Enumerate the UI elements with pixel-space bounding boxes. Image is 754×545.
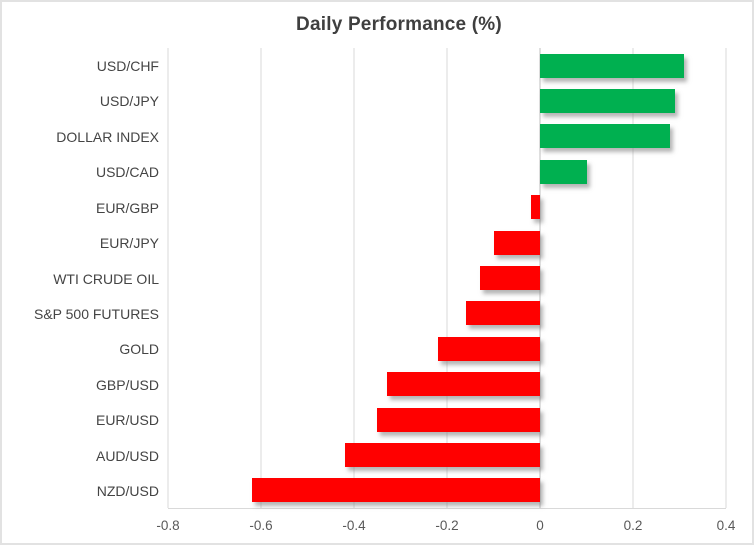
chart-main: USD/CHF USD/JPY DOLLAR INDEX USD/CAD EUR/GBP… — [2, 48, 752, 543]
category-label-nzd-usd: NZD/USD — [96, 483, 159, 500]
category-label-aud-usd: AUD/USD — [95, 447, 159, 464]
x-tick-label: -0.2 — [435, 518, 459, 533]
x-tick-label: 0.4 — [716, 518, 736, 533]
x-tick-label: -0.4 — [342, 518, 366, 533]
bar-usd-cad — [540, 159, 587, 184]
category-axis-labels: USD/CHF USD/JPY DOLLAR INDEX USD/CAD EUR/GBP… — [2, 48, 168, 543]
bar-row-usd-cad — [168, 154, 726, 189]
x-tick-label: 0.2 — [623, 518, 643, 533]
category-label-gold: GOLD — [119, 341, 159, 358]
gridline — [725, 48, 727, 508]
category-label-s-p-500-futures: S&P 500 FUTURES — [33, 306, 159, 323]
bar-row-wti-crude-oil — [168, 260, 726, 295]
plot-area — [167, 48, 727, 509]
x-tick-label: -0.6 — [249, 518, 273, 533]
bar-wti-crude-oil — [479, 266, 540, 291]
bar-row-usd-jpy — [168, 83, 726, 118]
gridline — [632, 48, 634, 508]
chart-title-row: Daily Performance (%) — [2, 2, 752, 48]
x-axis: -0.8 -0.6 -0.4 -0.2 0 0.2 0.4 — [156, 509, 735, 543]
bar-row-eur-usd — [168, 402, 726, 437]
zero-axis-line — [539, 48, 541, 508]
category-label-wti-crude-oil: WTI CRUDE OIL — [53, 270, 159, 287]
bar-row-usd-chf — [168, 48, 726, 83]
category-label-usd-jpy: USD/JPY — [99, 93, 159, 110]
bar-eur-jpy — [493, 230, 540, 255]
bar-row-s-p-500-futures — [168, 296, 726, 331]
gridline — [446, 48, 448, 508]
bar-row-aud-usd — [168, 437, 726, 472]
category-label-eur-gbp: EUR/GBP — [95, 199, 159, 216]
x-tick-label: 0 — [536, 518, 544, 533]
bar-usd-jpy — [540, 89, 675, 114]
category-label-dollar-index: DOLLAR INDEX — [56, 128, 159, 145]
bar-aud-usd — [344, 442, 540, 467]
category-label-usd-cad: USD/CAD — [95, 164, 159, 181]
bar-gbp-usd — [386, 372, 540, 397]
bar-row-eur-jpy — [168, 225, 726, 260]
bar-eur-gbp — [530, 195, 540, 220]
bar-row-dollar-index — [168, 119, 726, 154]
category-label-eur-usd: EUR/USD — [95, 412, 159, 429]
gridline — [353, 48, 355, 508]
bar-eur-usd — [377, 407, 540, 432]
bar-nzd-usd — [251, 478, 540, 503]
category-label-gbp-usd: GBP/USD — [95, 376, 159, 393]
x-tick-label: -0.8 — [156, 518, 180, 533]
bar-rows — [168, 48, 726, 508]
bar-s-p-500-futures — [465, 301, 540, 326]
category-label-usd-chf: USD/CHF — [96, 57, 159, 74]
bar-row-nzd-usd — [168, 473, 726, 508]
bar-row-gbp-usd — [168, 367, 726, 402]
bar-gold — [437, 336, 540, 361]
bar-usd-chf — [540, 53, 685, 78]
bar-row-gold — [168, 331, 726, 366]
plot-column: -0.8 -0.6 -0.4 -0.2 0 0.2 0.4 — [156, 48, 735, 543]
bar-row-eur-gbp — [168, 190, 726, 225]
bar-dollar-index — [540, 124, 671, 149]
chart-title: Daily Performance (%) — [296, 14, 502, 35]
category-label-eur-jpy: EUR/JPY — [99, 235, 159, 252]
gridline — [167, 48, 169, 508]
gridline — [260, 48, 262, 508]
